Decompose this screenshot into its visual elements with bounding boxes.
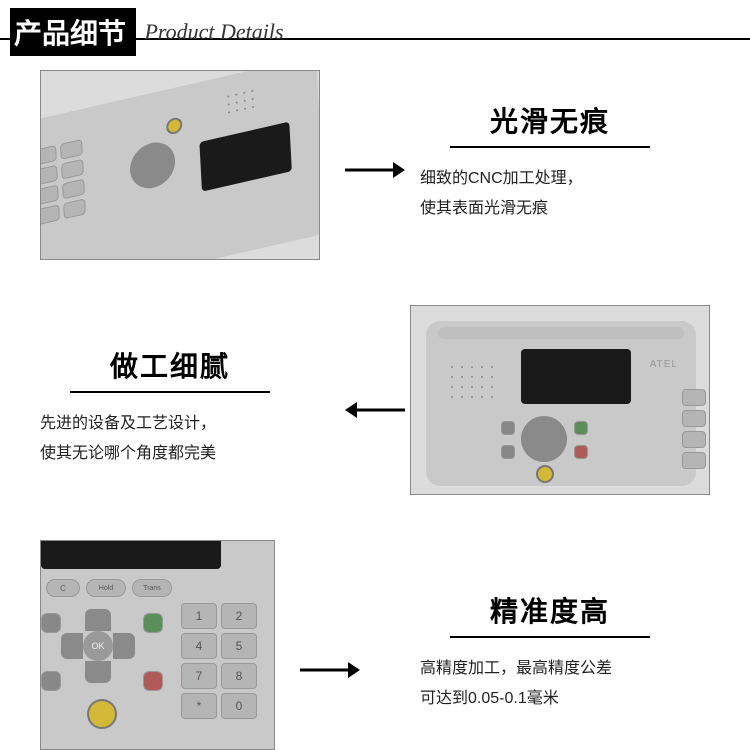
key-8: 8 bbox=[221, 663, 257, 689]
product-image-1 bbox=[40, 70, 320, 260]
desc-line: 先进的设备及工艺设计， bbox=[40, 409, 300, 439]
feature-section-3: C Hold Trans OK 1 2 4 5 7 bbox=[0, 540, 750, 750]
arrow-right-icon bbox=[345, 160, 405, 180]
feature-title-3: 精准度高 bbox=[450, 590, 650, 638]
feature-text-2: 做工细腻 先进的设备及工艺设计， 使其无论哪个角度都完美 bbox=[30, 345, 310, 470]
desc-line: 高精度加工，最高精度公差 bbox=[420, 654, 680, 684]
feature-desc-1: 细致的CNC加工处理， 使其表面光滑无痕 bbox=[410, 164, 690, 225]
feature-desc-3: 高精度加工，最高精度公差 可达到0.05-0.1毫米 bbox=[410, 654, 690, 715]
product-image-3: C Hold Trans OK 1 2 4 5 7 bbox=[40, 540, 275, 750]
trans-button: Trans bbox=[132, 579, 172, 597]
desc-line: 使其表面光滑无痕 bbox=[420, 194, 680, 224]
feature-text-3: 精准度高 高精度加工，最高精度公差 可达到0.05-0.1毫米 bbox=[410, 590, 690, 715]
key-star: * bbox=[181, 693, 217, 719]
product-image-2: ATEL bbox=[410, 305, 710, 495]
key-2: 2 bbox=[221, 603, 257, 629]
desc-line: 细致的CNC加工处理， bbox=[420, 164, 680, 194]
arrow-left-icon bbox=[345, 400, 405, 420]
key-0: 0 bbox=[221, 693, 257, 719]
hold-button: Hold bbox=[86, 579, 126, 597]
feature-desc-2: 先进的设备及工艺设计， 使其无论哪个角度都完美 bbox=[30, 409, 310, 470]
feature-section-2: 做工细腻 先进的设备及工艺设计， 使其无论哪个角度都完美 ATEL bbox=[0, 305, 750, 525]
ok-button: OK bbox=[83, 631, 113, 661]
feature-title-2: 做工细腻 bbox=[70, 345, 270, 393]
header-title-cn: 产品细节 bbox=[10, 8, 136, 56]
desc-line: 可达到0.05-0.1毫米 bbox=[420, 684, 680, 714]
key-4: 4 bbox=[181, 633, 217, 659]
feature-title-1: 光滑无痕 bbox=[450, 100, 650, 148]
feature-text-1: 光滑无痕 细致的CNC加工处理， 使其表面光滑无痕 bbox=[410, 100, 690, 225]
key-5: 5 bbox=[221, 633, 257, 659]
desc-line: 使其无论哪个角度都完美 bbox=[40, 439, 300, 469]
key-1: 1 bbox=[181, 603, 217, 629]
brand-label: ATEL bbox=[650, 359, 678, 370]
feature-section-1: 光滑无痕 细致的CNC加工处理， 使其表面光滑无痕 bbox=[0, 70, 750, 290]
key-7: 7 bbox=[181, 663, 217, 689]
page-header: 产品细节 Product Details bbox=[0, 0, 750, 56]
arrow-right-icon bbox=[300, 660, 360, 680]
header-title-en: Product Details bbox=[144, 19, 283, 44]
